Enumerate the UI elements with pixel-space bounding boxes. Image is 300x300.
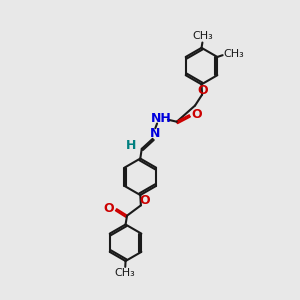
Text: CH₃: CH₃ xyxy=(193,31,213,41)
Text: O: O xyxy=(103,202,114,214)
Text: CH₃: CH₃ xyxy=(115,268,135,278)
Text: NH: NH xyxy=(151,112,172,125)
Text: H: H xyxy=(126,140,136,152)
Text: O: O xyxy=(191,108,202,121)
Text: O: O xyxy=(140,194,150,207)
Text: O: O xyxy=(198,84,208,97)
Text: CH₃: CH₃ xyxy=(224,49,244,59)
Text: N: N xyxy=(150,127,160,140)
